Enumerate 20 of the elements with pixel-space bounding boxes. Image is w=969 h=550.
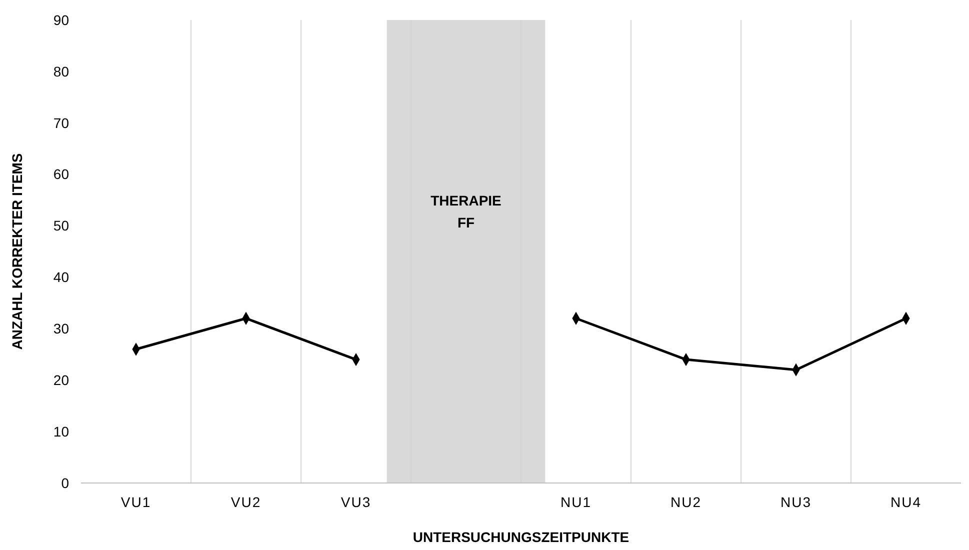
y-tick-label: 70 xyxy=(53,114,70,131)
x-tick-label: NU1 xyxy=(560,494,592,510)
y-tick-label: 40 xyxy=(53,269,70,286)
annotation: THERAPIE FF xyxy=(430,192,502,231)
y-tick-label: 0 xyxy=(61,474,70,491)
x-tick-label: VU1 xyxy=(120,494,152,510)
y-tick-label: 30 xyxy=(53,320,70,337)
x-tick-label: VU2 xyxy=(230,494,262,510)
x-axis-title: UNTERSUCHUNGSZEITPUNKTE xyxy=(412,529,630,545)
x-tick-label: NU2 xyxy=(670,494,702,510)
y-axis-title: ANZAHL KORREKTER ITEMS xyxy=(9,153,25,350)
y-tick-label: 50 xyxy=(53,218,70,234)
x-tick-label: NU3 xyxy=(780,494,812,510)
x-tick-label: NU4 xyxy=(890,494,922,510)
y-tick-label: 60 xyxy=(53,166,70,182)
y-tick-label: 80 xyxy=(53,63,70,80)
x-tick-label: VU3 xyxy=(340,494,372,510)
y-tick-label: 90 xyxy=(53,12,70,28)
y-tick-label: 10 xyxy=(53,423,70,440)
y-tick-label: 20 xyxy=(53,372,70,388)
